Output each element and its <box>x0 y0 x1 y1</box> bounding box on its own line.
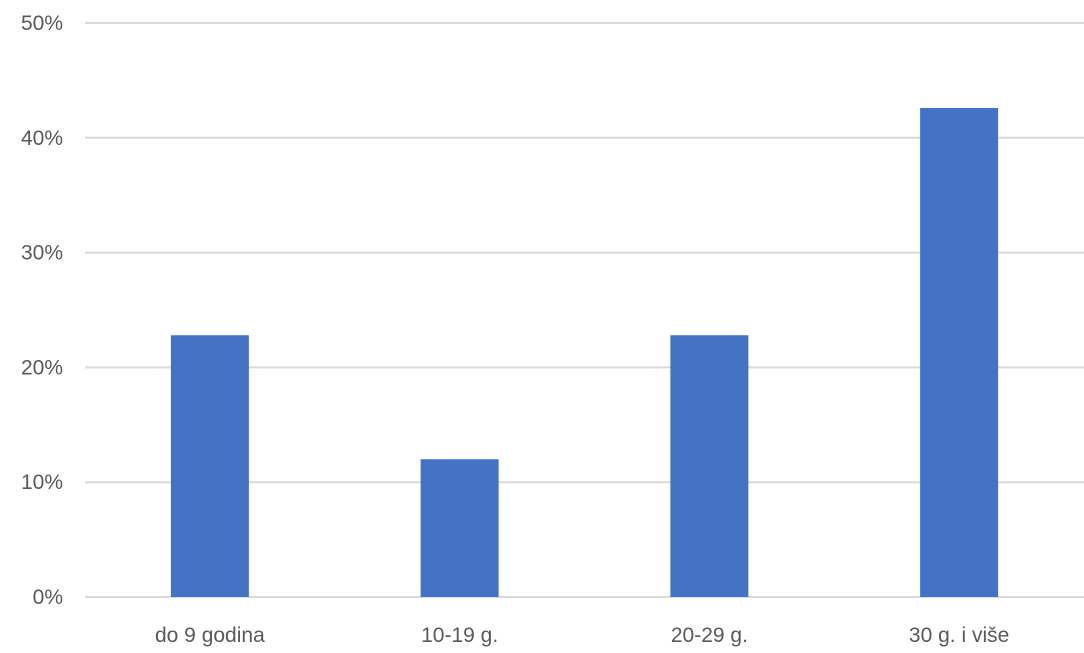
x-axis-ticks: do 9 godina 10-19 g. 20-29 g. 30 g. i više <box>155 624 1009 647</box>
y-tick-label: 10% <box>21 471 63 494</box>
x-tick-label: 20-29 g. <box>671 624 748 647</box>
y-tick-label: 30% <box>21 242 63 265</box>
bar <box>920 107 999 598</box>
y-tick-label: 0% <box>33 586 63 609</box>
bar <box>670 335 749 597</box>
x-tick-label: do 9 godina <box>155 624 265 647</box>
x-tick-label: 30 g. i više <box>909 624 1009 647</box>
x-tick-label: 10-19 g. <box>421 624 498 647</box>
bar <box>420 459 499 597</box>
y-tick-label: 40% <box>21 127 63 150</box>
y-axis-ticks: 0% 10% 20% 30% 40% 50% <box>21 12 63 609</box>
grid-layer <box>85 22 1084 598</box>
y-tick-label: 50% <box>21 12 63 35</box>
bars <box>170 107 999 598</box>
y-tick-label: 20% <box>21 356 63 379</box>
bar <box>170 335 249 597</box>
